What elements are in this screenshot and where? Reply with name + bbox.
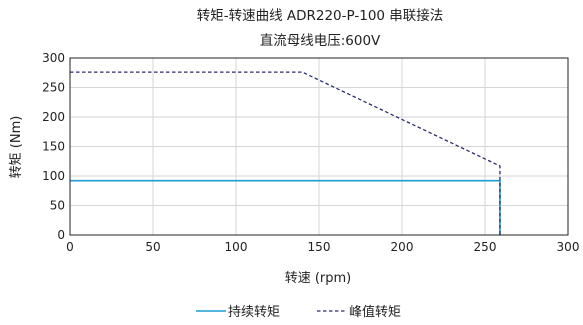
- y-tick-label: 300: [42, 51, 65, 65]
- y-tick-label: 150: [42, 140, 65, 154]
- x-tick-label: 0: [66, 240, 74, 254]
- grid: [69, 57, 569, 236]
- y-axis-label: 转矩 (Nm): [9, 116, 24, 179]
- x-tick-label: 100: [225, 240, 248, 254]
- series-group: [70, 71, 501, 235]
- x-tick-label: 250: [474, 240, 497, 254]
- x-axis-label: 转速 (rpm): [285, 271, 352, 286]
- y-tick-label: 250: [42, 81, 65, 95]
- x-tick-label: 150: [308, 240, 331, 254]
- plot-frame: [69, 57, 569, 236]
- chart-title-line-2: 直流母线电压:600V: [260, 33, 381, 49]
- x-tick-label: 300: [557, 240, 580, 254]
- series-line-continuous-torque: [70, 179, 501, 235]
- x-tick-label: 50: [145, 240, 160, 254]
- y-tick-label: 0: [57, 228, 65, 242]
- legend-label: 峰值转矩: [349, 304, 401, 320]
- x-tick-label: 200: [391, 240, 414, 254]
- chart-title-line-1: 转矩-转速曲线 ADR220-P-100 串联接法: [197, 7, 444, 24]
- legend-label: 持续转矩: [228, 305, 280, 320]
- series-line-peak-torque: [70, 71, 501, 235]
- y-tick-label: 100: [42, 169, 65, 183]
- legend: 持续转矩 峰值转矩: [196, 304, 401, 320]
- y-tick-label: 200: [42, 110, 65, 124]
- y-tick-label: 50: [50, 199, 65, 213]
- tick-labels: 0 50 100 150 200 250 300 0 50 100 150 200 250 300: [42, 51, 579, 254]
